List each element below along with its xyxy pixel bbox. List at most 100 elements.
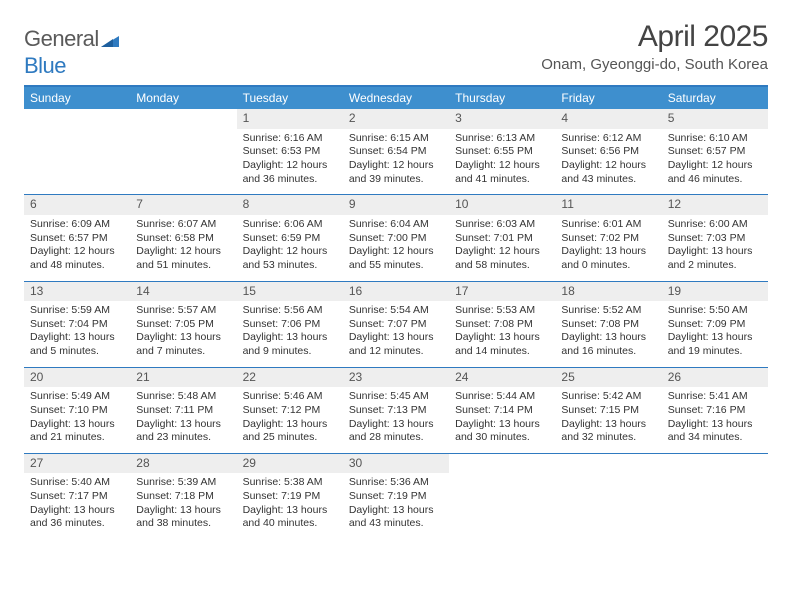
sunset-text: Sunset: 7:12 PM bbox=[243, 404, 337, 418]
day-cell: . bbox=[555, 454, 661, 539]
week-row: 6Sunrise: 6:09 AMSunset: 6:57 PMDaylight… bbox=[24, 194, 768, 280]
day-body: Sunrise: 6:01 AMSunset: 7:02 PMDaylight:… bbox=[555, 215, 661, 281]
daylight-text-2: and 19 minutes. bbox=[668, 345, 762, 359]
sunrise-text: Sunrise: 5:45 AM bbox=[349, 390, 443, 404]
daylight-text-2: and 23 minutes. bbox=[136, 431, 230, 445]
daylight-text-2: and 0 minutes. bbox=[561, 259, 655, 273]
sunrise-text: Sunrise: 5:40 AM bbox=[30, 476, 124, 490]
sunset-text: Sunset: 6:58 PM bbox=[136, 232, 230, 246]
sunrise-text: Sunrise: 5:48 AM bbox=[136, 390, 230, 404]
daylight-text-1: Daylight: 13 hours bbox=[455, 331, 549, 345]
day-number: 2 bbox=[343, 109, 449, 129]
sunrise-text: Sunrise: 6:06 AM bbox=[243, 218, 337, 232]
daylight-text-2: and 36 minutes. bbox=[30, 517, 124, 531]
daylight-text-1: Daylight: 13 hours bbox=[668, 331, 762, 345]
day-header-cell: Thursday bbox=[449, 87, 555, 109]
day-cell: 11Sunrise: 6:01 AMSunset: 7:02 PMDayligh… bbox=[555, 195, 661, 280]
daylight-text-1: Daylight: 12 hours bbox=[30, 245, 124, 259]
location-label: Onam, Gyeonggi-do, South Korea bbox=[541, 56, 768, 73]
daylight-text-2: and 2 minutes. bbox=[668, 259, 762, 273]
daylight-text-2: and 39 minutes. bbox=[349, 173, 443, 187]
day-number: 6 bbox=[24, 195, 130, 215]
sunrise-text: Sunrise: 6:09 AM bbox=[30, 218, 124, 232]
daylight-text-1: Daylight: 13 hours bbox=[561, 245, 655, 259]
day-body: Sunrise: 6:13 AMSunset: 6:55 PMDaylight:… bbox=[449, 129, 555, 195]
daylight-text-2: and 55 minutes. bbox=[349, 259, 443, 273]
day-body: Sunrise: 5:38 AMSunset: 7:19 PMDaylight:… bbox=[237, 473, 343, 539]
sunrise-text: Sunrise: 5:53 AM bbox=[455, 304, 549, 318]
header: GeneralBlue April 2025 Onam, Gyeonggi-do… bbox=[24, 20, 768, 79]
day-cell: 6Sunrise: 6:09 AMSunset: 6:57 PMDaylight… bbox=[24, 195, 130, 280]
daylight-text-2: and 34 minutes. bbox=[668, 431, 762, 445]
daylight-text-2: and 14 minutes. bbox=[455, 345, 549, 359]
day-body: Sunrise: 5:46 AMSunset: 7:12 PMDaylight:… bbox=[237, 387, 343, 453]
sunrise-text: Sunrise: 6:16 AM bbox=[243, 132, 337, 146]
day-body: Sunrise: 5:57 AMSunset: 7:05 PMDaylight:… bbox=[130, 301, 236, 367]
sunrise-text: Sunrise: 5:44 AM bbox=[455, 390, 549, 404]
sunrise-text: Sunrise: 6:07 AM bbox=[136, 218, 230, 232]
daylight-text-2: and 25 minutes. bbox=[243, 431, 337, 445]
day-cell: 20Sunrise: 5:49 AMSunset: 7:10 PMDayligh… bbox=[24, 368, 130, 453]
daylight-text-2: and 48 minutes. bbox=[30, 259, 124, 273]
day-cell: 19Sunrise: 5:50 AMSunset: 7:09 PMDayligh… bbox=[662, 282, 768, 367]
daylight-text-2: and 46 minutes. bbox=[668, 173, 762, 187]
sunrise-text: Sunrise: 6:01 AM bbox=[561, 218, 655, 232]
day-header-cell: Friday bbox=[555, 87, 661, 109]
sunset-text: Sunset: 6:54 PM bbox=[349, 145, 443, 159]
sunset-text: Sunset: 6:56 PM bbox=[561, 145, 655, 159]
daylight-text-1: Daylight: 13 hours bbox=[561, 331, 655, 345]
daylight-text-1: Daylight: 12 hours bbox=[455, 159, 549, 173]
sunset-text: Sunset: 6:55 PM bbox=[455, 145, 549, 159]
sunset-text: Sunset: 7:02 PM bbox=[561, 232, 655, 246]
day-body: Sunrise: 6:07 AMSunset: 6:58 PMDaylight:… bbox=[130, 215, 236, 281]
day-cell: 15Sunrise: 5:56 AMSunset: 7:06 PMDayligh… bbox=[237, 282, 343, 367]
day-number: 14 bbox=[130, 282, 236, 302]
day-cell: 13Sunrise: 5:59 AMSunset: 7:04 PMDayligh… bbox=[24, 282, 130, 367]
daylight-text-1: Daylight: 12 hours bbox=[136, 245, 230, 259]
day-body: Sunrise: 5:40 AMSunset: 7:17 PMDaylight:… bbox=[24, 473, 130, 539]
daylight-text-2: and 21 minutes. bbox=[30, 431, 124, 445]
day-cell: 18Sunrise: 5:52 AMSunset: 7:08 PMDayligh… bbox=[555, 282, 661, 367]
daylight-text-2: and 43 minutes. bbox=[349, 517, 443, 531]
day-cell: 3Sunrise: 6:13 AMSunset: 6:55 PMDaylight… bbox=[449, 109, 555, 194]
daylight-text-1: Daylight: 13 hours bbox=[243, 418, 337, 432]
brand-name-blue: Blue bbox=[24, 53, 66, 78]
day-cell: . bbox=[449, 454, 555, 539]
sunset-text: Sunset: 7:08 PM bbox=[561, 318, 655, 332]
sunrise-text: Sunrise: 6:04 AM bbox=[349, 218, 443, 232]
sunset-text: Sunset: 7:15 PM bbox=[561, 404, 655, 418]
sunrise-text: Sunrise: 5:57 AM bbox=[136, 304, 230, 318]
day-number: 28 bbox=[130, 454, 236, 474]
day-body: Sunrise: 6:00 AMSunset: 7:03 PMDaylight:… bbox=[662, 215, 768, 281]
day-number: 10 bbox=[449, 195, 555, 215]
sunset-text: Sunset: 7:00 PM bbox=[349, 232, 443, 246]
day-body: Sunrise: 6:04 AMSunset: 7:00 PMDaylight:… bbox=[343, 215, 449, 281]
daylight-text-1: Daylight: 13 hours bbox=[349, 331, 443, 345]
sunrise-text: Sunrise: 5:46 AM bbox=[243, 390, 337, 404]
daylight-text-1: Daylight: 13 hours bbox=[243, 331, 337, 345]
daylight-text-2: and 40 minutes. bbox=[243, 517, 337, 531]
sunset-text: Sunset: 7:09 PM bbox=[668, 318, 762, 332]
day-number: 20 bbox=[24, 368, 130, 388]
daylight-text-1: Daylight: 12 hours bbox=[243, 159, 337, 173]
daylight-text-2: and 12 minutes. bbox=[349, 345, 443, 359]
day-number: 13 bbox=[24, 282, 130, 302]
day-cell: 27Sunrise: 5:40 AMSunset: 7:17 PMDayligh… bbox=[24, 454, 130, 539]
daylight-text-2: and 41 minutes. bbox=[455, 173, 549, 187]
daylight-text-2: and 38 minutes. bbox=[136, 517, 230, 531]
day-body: Sunrise: 5:42 AMSunset: 7:15 PMDaylight:… bbox=[555, 387, 661, 453]
day-body: Sunrise: 5:41 AMSunset: 7:16 PMDaylight:… bbox=[662, 387, 768, 453]
sunset-text: Sunset: 7:18 PM bbox=[136, 490, 230, 504]
day-body: Sunrise: 5:48 AMSunset: 7:11 PMDaylight:… bbox=[130, 387, 236, 453]
daylight-text-2: and 28 minutes. bbox=[349, 431, 443, 445]
sunrise-text: Sunrise: 5:56 AM bbox=[243, 304, 337, 318]
day-body: Sunrise: 5:49 AMSunset: 7:10 PMDaylight:… bbox=[24, 387, 130, 453]
daylight-text-1: Daylight: 13 hours bbox=[30, 504, 124, 518]
sunrise-text: Sunrise: 5:49 AM bbox=[30, 390, 124, 404]
sunset-text: Sunset: 7:19 PM bbox=[243, 490, 337, 504]
day-header-cell: Tuesday bbox=[237, 87, 343, 109]
day-cell: 29Sunrise: 5:38 AMSunset: 7:19 PMDayligh… bbox=[237, 454, 343, 539]
day-body: Sunrise: 5:59 AMSunset: 7:04 PMDaylight:… bbox=[24, 301, 130, 367]
sunrise-text: Sunrise: 6:10 AM bbox=[668, 132, 762, 146]
sunset-text: Sunset: 7:19 PM bbox=[349, 490, 443, 504]
